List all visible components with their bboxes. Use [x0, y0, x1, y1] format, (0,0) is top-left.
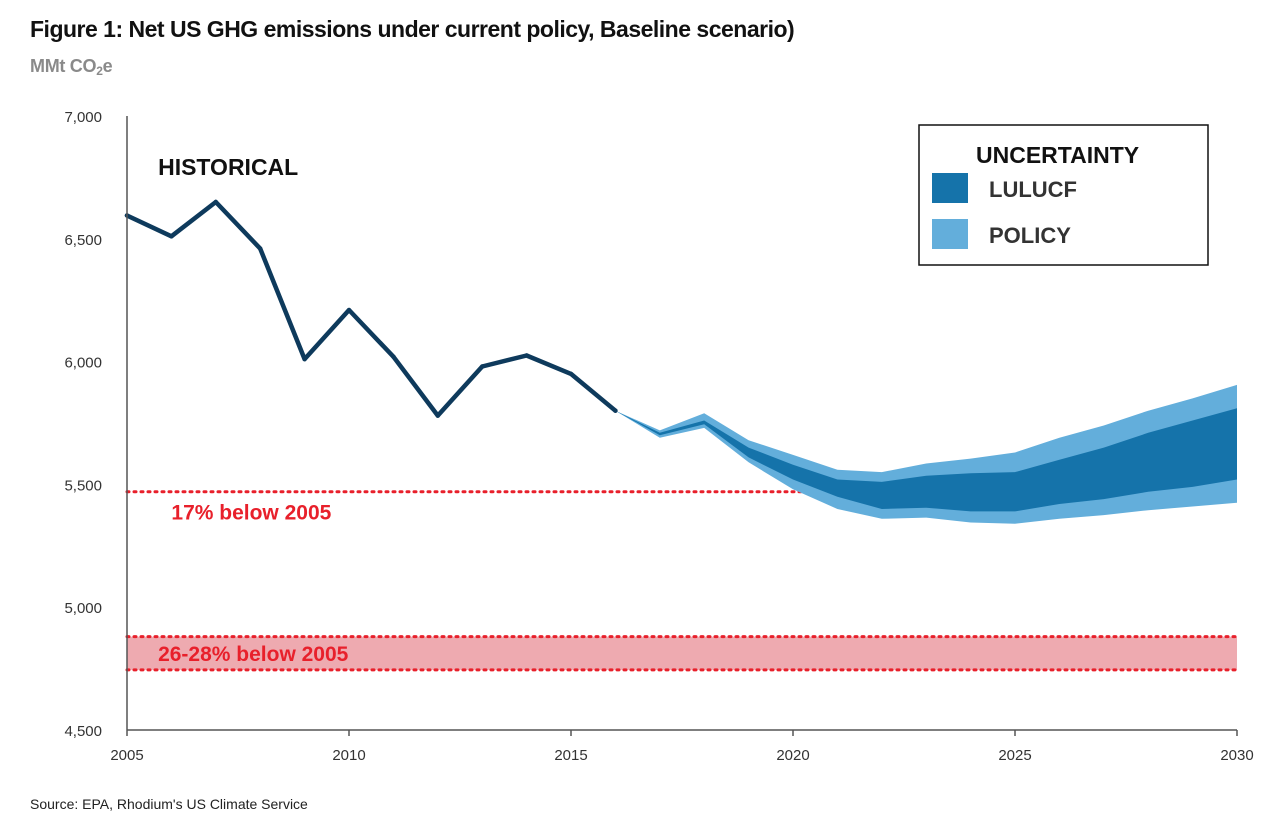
legend-label-policy: POLICY	[989, 223, 1071, 248]
target-band-1	[127, 636, 1237, 670]
legend-title: UNCERTAINTY	[976, 142, 1139, 168]
unit-prefix: MMt CO	[30, 56, 97, 76]
legend-swatch-policy	[932, 219, 968, 249]
y-tick-label-5500: 5,500	[64, 477, 102, 494]
x-tick-label-2020: 2020	[776, 747, 809, 764]
historical-point-2010	[346, 307, 352, 313]
chart-title: Figure 1: Net US GHG emissions under cur…	[30, 16, 795, 42]
x-tick-label-2030: 2030	[1220, 747, 1253, 764]
unit-subscript: 2	[96, 64, 103, 78]
historical-point-2013	[480, 364, 485, 369]
chart-labels: HISTORICAL 17% below 2005 26-28% below 200…	[158, 154, 349, 666]
target-label-0: 17% below 2005	[171, 501, 331, 524]
historical-point-2014	[524, 353, 529, 358]
y-tick-label-6500: 6,500	[64, 232, 102, 249]
target-layer	[125, 490, 1239, 672]
target-label-1: 26-28% below 2005	[158, 643, 349, 666]
historical-label: HISTORICAL	[158, 154, 298, 180]
legend-swatch-lulucf	[932, 173, 968, 203]
y-tick-label-5000: 5,000	[64, 600, 102, 617]
historical-point-2012	[435, 413, 440, 418]
y-tick-label-7000: 7,000	[64, 109, 102, 126]
x-tick-label-2015: 2015	[554, 747, 587, 764]
historical-point-2009	[302, 356, 307, 362]
historical-point-2011	[391, 354, 396, 359]
historical-point-2008	[258, 246, 263, 251]
legend: UNCERTAINTY LULUCF POLICY	[918, 124, 1209, 266]
legend-label-lulucf: LULUCF	[989, 177, 1077, 202]
lulucf-uncertainty-band	[615, 408, 1237, 512]
x-tick-label-2005: 2005	[110, 747, 143, 764]
x-tick-label-2025: 2025	[998, 747, 1031, 764]
historical-layer	[124, 199, 618, 418]
y-tick-label-4500: 4,500	[64, 723, 102, 740]
x-tick-label-2010: 2010	[332, 747, 365, 764]
historical-emissions-line	[124, 199, 618, 418]
y-tick-label-6000: 6,000	[64, 355, 102, 372]
historical-point-2007	[213, 199, 218, 205]
historical-point-2016	[613, 408, 618, 413]
source-note: Source: EPA, Rhodium's US Climate Servic…	[30, 796, 308, 812]
axes: 4,500 5,000 5,500 6,000 6,500 7,000 2005 2010 20…	[64, 109, 1253, 764]
chart-unit-label: MMt CO2e	[30, 56, 113, 78]
uncertainty-bands	[615, 384, 1237, 524]
emissions-chart: 4,500 5,000 5,500 6,000 6,500 7,000 2005 2010 20…	[64, 109, 1253, 764]
unit-suffix: e	[102, 56, 113, 76]
historical-point-2015	[568, 371, 574, 377]
historical-point-2006	[169, 234, 174, 239]
